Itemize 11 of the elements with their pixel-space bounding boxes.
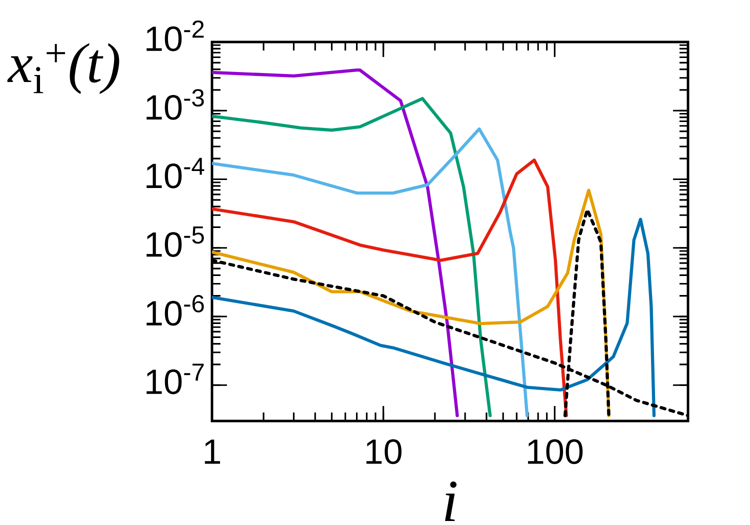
y-tick-label: 10$^{-3}$ — [146, 89, 204, 120]
y-tick-label: 10$^{-4}$ — [146, 158, 204, 188]
x-tick-label: 1 — [204, 440, 220, 464]
x-axis-title: i — [445, 481, 457, 522]
y-axis-title: x$_{i}$$^{+}$(t) — [7, 43, 120, 94]
y-tick-label: 10$^{-5}$ — [146, 226, 204, 257]
x-tick-label: 10 — [366, 439, 402, 464]
y-tick-label: 10$^{-6}$ — [146, 294, 204, 326]
y-tick-label: 10$^{-2}$ — [146, 20, 204, 52]
y-tick-label: 10$^{-7}$ — [146, 364, 204, 394]
x-tick-label: 100 — [528, 439, 583, 464]
